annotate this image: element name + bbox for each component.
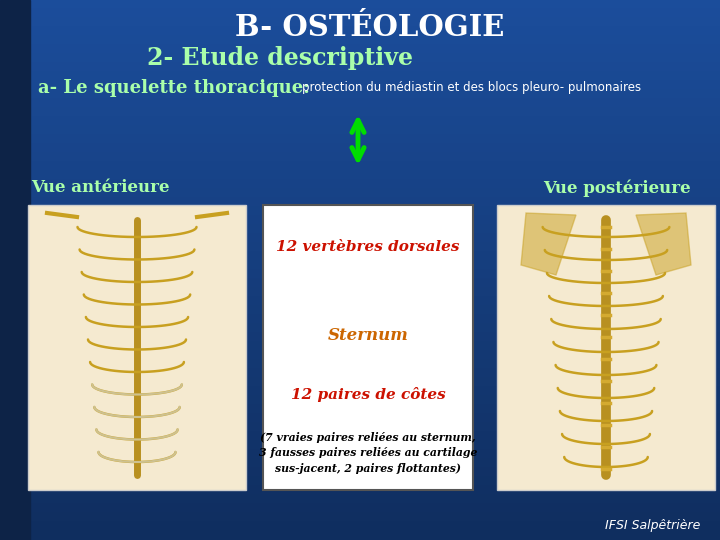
Bar: [0, 243, 720, 253]
Bar: [0, 342, 720, 352]
Bar: [0, 0, 30, 540]
Bar: [0, 396, 720, 406]
Bar: [0, 450, 720, 460]
Bar: [0, 72, 720, 82]
Bar: [0, 198, 720, 208]
Bar: [0, 18, 720, 28]
Bar: [0, 135, 720, 145]
Bar: [0, 315, 720, 325]
Bar: [0, 279, 720, 289]
Bar: [0, 306, 720, 316]
Text: Vue antérieure: Vue antérieure: [31, 179, 169, 197]
Bar: [0, 36, 720, 46]
Text: 2- Etude descriptive: 2- Etude descriptive: [147, 46, 413, 70]
Bar: [0, 63, 720, 73]
Bar: [0, 45, 720, 55]
Bar: [0, 252, 720, 262]
Text: Vue postérieure: Vue postérieure: [543, 179, 690, 197]
Bar: [0, 423, 720, 433]
Bar: [0, 261, 720, 271]
Bar: [0, 459, 720, 469]
Text: B- OSTÉOLOGIE: B- OSTÉOLOGIE: [235, 14, 505, 43]
Bar: [0, 414, 720, 424]
Polygon shape: [636, 213, 691, 275]
Text: (7 vraies paires reliées au sternum,
3 fausses paires reliées au cartilage
sus-j: (7 vraies paires reliées au sternum, 3 f…: [258, 432, 477, 474]
Bar: [28, 205, 246, 490]
Bar: [0, 468, 720, 478]
Bar: [0, 387, 720, 397]
Bar: [0, 117, 720, 127]
Bar: [0, 171, 720, 181]
Text: Sternum: Sternum: [328, 327, 408, 343]
Bar: [0, 351, 720, 361]
Text: IFSI Salpêtrière: IFSI Salpêtrière: [605, 518, 700, 531]
Bar: [0, 9, 720, 19]
Bar: [0, 180, 720, 190]
Bar: [0, 495, 720, 505]
Bar: [0, 216, 720, 226]
Bar: [0, 27, 720, 37]
Bar: [0, 324, 720, 334]
Polygon shape: [521, 213, 576, 275]
Bar: [0, 234, 720, 244]
Bar: [0, 99, 720, 109]
Text: 12 vertèbres dorsales: 12 vertèbres dorsales: [276, 240, 460, 254]
Bar: [0, 333, 720, 343]
Bar: [0, 225, 720, 235]
Bar: [0, 513, 720, 523]
Text: a- Le squelette thoracique:: a- Le squelette thoracique:: [38, 79, 310, 97]
Bar: [0, 297, 720, 307]
Bar: [0, 486, 720, 496]
Bar: [0, 522, 720, 532]
Bar: [0, 54, 720, 64]
Bar: [0, 81, 720, 91]
Bar: [0, 369, 720, 379]
Bar: [263, 205, 473, 490]
Bar: [0, 144, 720, 154]
Bar: [0, 441, 720, 451]
Bar: [0, 162, 720, 172]
Bar: [0, 0, 720, 10]
Bar: [497, 205, 715, 490]
Bar: [0, 207, 720, 217]
Bar: [0, 270, 720, 280]
Bar: [0, 378, 720, 388]
Bar: [0, 108, 720, 118]
Bar: [0, 288, 720, 298]
Text: protection du médiastin et des blocs pleuro- pulmonaires: protection du médiastin et des blocs ple…: [302, 82, 641, 94]
Bar: [0, 90, 720, 100]
Bar: [0, 153, 720, 163]
Bar: [0, 405, 720, 415]
Text: 12 paires de côtes: 12 paires de côtes: [291, 388, 446, 402]
Bar: [0, 531, 720, 540]
Bar: [0, 432, 720, 442]
Bar: [0, 126, 720, 136]
Bar: [0, 360, 720, 370]
Bar: [0, 189, 720, 199]
Bar: [0, 477, 720, 487]
Bar: [0, 504, 720, 514]
